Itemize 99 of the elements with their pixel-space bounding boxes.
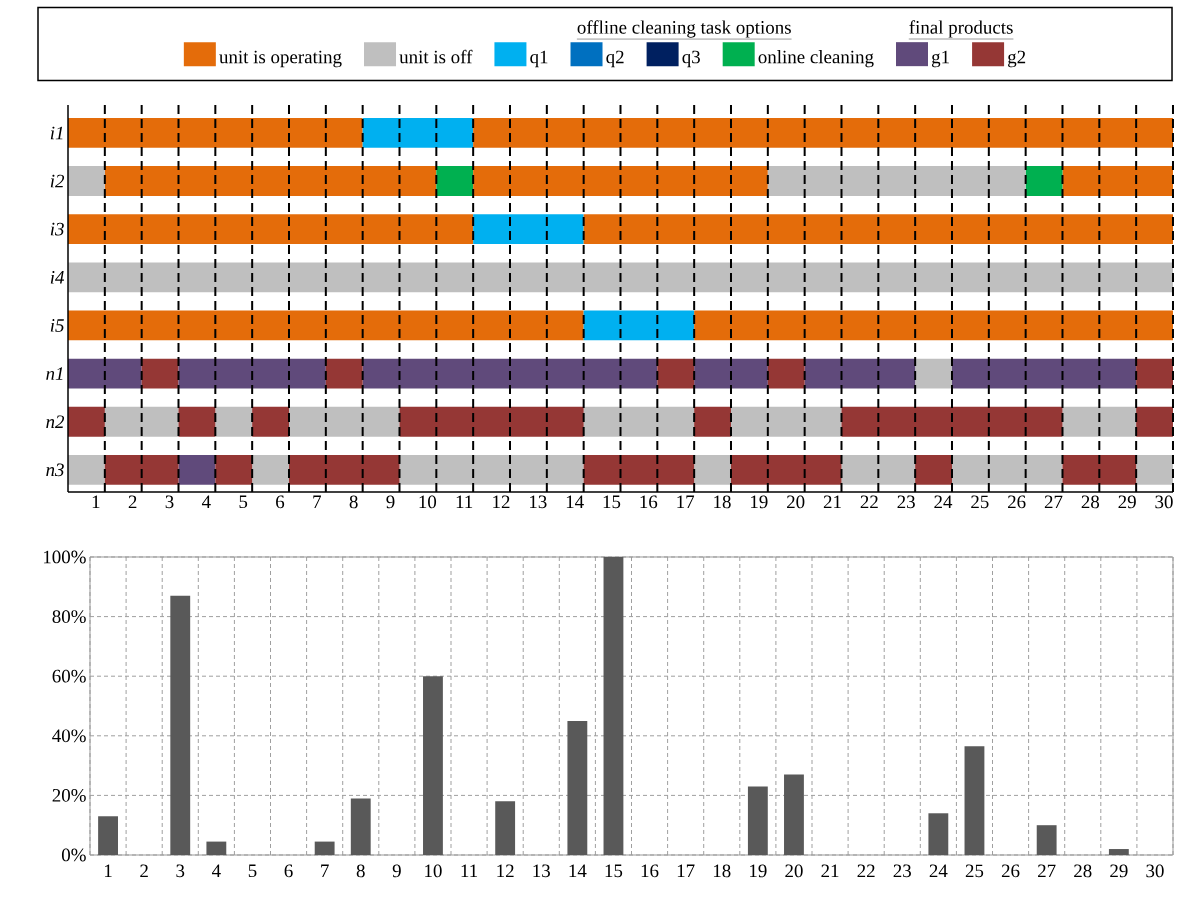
x-tick-label: 26: [1001, 864, 1020, 878]
x-tick-label: 1: [104, 864, 112, 878]
y-tick-label: i2: [50, 174, 65, 188]
x-tick-label: 17: [677, 495, 695, 509]
x-tick-label: 12: [493, 495, 510, 509]
x-tick-label: 8: [349, 495, 358, 509]
x-tick-label: 2: [140, 864, 148, 878]
bar: [98, 816, 118, 855]
x-tick-label: 4: [211, 864, 221, 877]
bar: [170, 595, 191, 855]
legend-label: unit is operating: [219, 50, 342, 68]
x-tick-label: 11: [456, 495, 473, 509]
y-tick-label: 80%: [52, 610, 86, 624]
x-tick-label: 16: [641, 864, 659, 878]
bar: [314, 841, 335, 855]
x-tick-label: 25: [971, 495, 989, 509]
x-tick-label: 13: [533, 864, 550, 878]
x-tick-label: 27: [1038, 864, 1056, 878]
x-tick-label: 5: [239, 495, 248, 509]
x-tick-label: 6: [276, 495, 285, 509]
bar: [964, 746, 985, 855]
x-tick-label: 10: [425, 864, 442, 878]
bar: [206, 841, 227, 855]
bar: [1108, 849, 1129, 855]
x-tick-label: 26: [1008, 495, 1026, 509]
x-tick-label: 9: [386, 495, 395, 509]
x-tick-label: 13: [530, 495, 547, 509]
legend-label: online cleaning: [758, 50, 874, 68]
y-tick-label: i5: [50, 319, 64, 332]
bar: [567, 720, 588, 855]
legend-label: g1: [931, 50, 949, 68]
bar: [603, 557, 624, 855]
bar: [928, 813, 949, 855]
bar: [423, 676, 443, 855]
x-tick-label: 25: [965, 864, 984, 878]
y-tick-label: i4: [50, 271, 65, 284]
x-tick-label: 22: [857, 864, 875, 878]
x-tick-label: 19: [751, 495, 768, 509]
y-tick-label: n3: [46, 463, 64, 477]
y-tick-label: 100%: [43, 550, 86, 564]
x-tick-label: 20: [785, 864, 803, 878]
y-tick-label: 20%: [52, 788, 86, 802]
x-tick-label: 29: [1110, 864, 1128, 878]
x-tick-label: 14: [569, 864, 587, 878]
x-tick-label: 29: [1118, 495, 1136, 509]
x-tick-label: 12: [497, 864, 514, 878]
bar: [495, 801, 516, 855]
x-tick-label: 23: [893, 864, 911, 878]
legend-label: g2: [1008, 50, 1026, 68]
x-tick-label: 3: [165, 495, 174, 509]
x-tick-label: 15: [603, 495, 621, 509]
x-tick-label: 30: [1155, 495, 1173, 509]
y-tick-label: i3: [50, 222, 64, 236]
y-tick-label: 40%: [52, 729, 86, 743]
y-tick-label: i1: [50, 126, 63, 140]
x-tick-label: 17: [677, 864, 695, 878]
x-tick-label: 18: [713, 864, 731, 878]
x-tick-label: 20: [787, 495, 805, 509]
x-tick-label: 27: [1044, 495, 1063, 509]
x-tick-label: 15: [605, 864, 623, 878]
x-tick-label: 10: [419, 495, 437, 509]
x-tick-label: 18: [714, 495, 731, 509]
bar: [350, 798, 371, 855]
bar: [784, 774, 804, 855]
x-tick-label: 30: [1146, 864, 1164, 878]
x-tick-label: 9: [392, 864, 401, 878]
x-tick-label: 14: [566, 495, 584, 509]
x-tick-label: 5: [248, 864, 257, 878]
text: offline cleaning task options: [577, 20, 791, 38]
x-tick-label: 21: [823, 495, 841, 509]
text: final products: [909, 20, 1013, 38]
y-tick-label: n1: [46, 367, 63, 380]
x-tick-label: 7: [321, 864, 329, 877]
x-tick-label: 22: [860, 495, 878, 509]
x-tick-label: 28: [1081, 495, 1100, 509]
x-tick-label: 21: [821, 864, 839, 878]
x-tick-label: 23: [897, 495, 915, 509]
legend-label: q1: [530, 50, 548, 68]
x-tick-label: 19: [750, 864, 767, 878]
x-tick-label: 4: [201, 495, 211, 508]
bar: [1036, 825, 1057, 855]
y-tick-label: 0%: [61, 848, 86, 862]
x-tick-label: 16: [640, 495, 658, 509]
y-tick-label: n2: [46, 415, 65, 428]
bar: [747, 786, 768, 855]
x-tick-label: 11: [461, 864, 478, 878]
legend-label: q3: [682, 50, 700, 68]
y-tick-label: 60%: [52, 669, 86, 683]
legend-label: q2: [606, 50, 624, 68]
x-tick-label: 24: [934, 495, 953, 509]
x-tick-label: 28: [1074, 864, 1092, 878]
x-tick-label: 2: [128, 495, 137, 509]
x-tick-label: 24: [929, 864, 948, 878]
x-tick-label: 3: [176, 864, 185, 878]
x-tick-label: 8: [356, 864, 365, 878]
x-tick-label: 7: [313, 495, 322, 508]
x-tick-label: 6: [284, 864, 293, 878]
legend-label: unit is off: [399, 49, 473, 64]
x-tick-label: 1: [92, 495, 100, 509]
